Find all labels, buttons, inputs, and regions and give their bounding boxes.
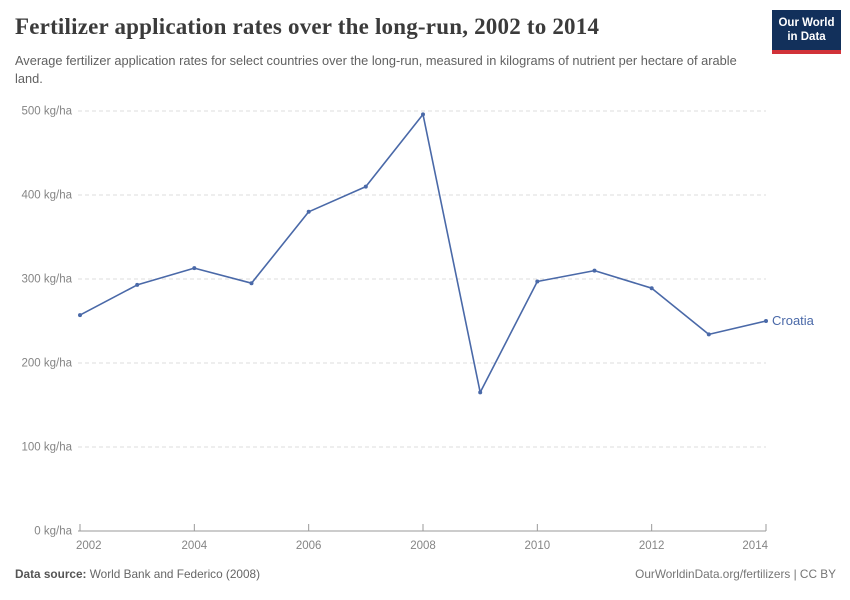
data-source-value: World Bank and Federico (2008) — [89, 567, 261, 581]
data-point — [706, 332, 711, 337]
data-point — [535, 279, 540, 284]
data-point — [306, 209, 311, 214]
y-tick-label: 0 kg/ha — [34, 526, 72, 538]
data-source-label: Data source: — [15, 567, 87, 581]
y-tick-label: 100 kg/ha — [21, 442, 72, 454]
logo-line-1: Our World — [778, 17, 835, 29]
chart-footer: Data source: World Bank and Federico (20… — [15, 567, 836, 581]
x-tick-label: 2004 — [182, 540, 208, 552]
chart-subtitle: Average fertilizer application rates for… — [15, 53, 737, 87]
x-tick-label: 2002 — [76, 540, 102, 552]
data-point — [764, 319, 768, 323]
footer-attribution: OurWorldinData.org/fertilizers | CC BY — [635, 567, 836, 581]
logo-line-2: in Data — [787, 31, 826, 44]
data-point — [649, 286, 654, 291]
y-tick-label: 200 kg/ha — [21, 358, 72, 370]
x-tick-label: 2008 — [410, 540, 436, 552]
y-tick-label: 300 kg/ha — [21, 274, 72, 286]
data-point — [363, 184, 368, 189]
series-label: Croatia — [772, 313, 815, 328]
data-point — [421, 112, 425, 117]
data-point — [192, 266, 197, 271]
x-tick-label: 2006 — [296, 540, 322, 552]
owid-logo: Our World in Data — [772, 10, 841, 54]
x-tick-label: 2010 — [525, 540, 551, 552]
y-tick-label: 400 kg/ha — [21, 190, 72, 202]
x-tick-label: 2012 — [639, 540, 665, 552]
x-tick-label: 2014 — [742, 540, 768, 552]
data-point — [249, 281, 254, 286]
data-point — [592, 268, 597, 273]
y-tick-label: 500 kg/ha — [21, 106, 72, 118]
data-line — [79, 113, 767, 394]
data-source: Data source: World Bank and Federico (20… — [15, 567, 260, 581]
data-point — [78, 313, 82, 318]
chart-title: Fertilizer application rates over the lo… — [15, 14, 600, 39]
data-point — [135, 282, 140, 287]
data-point — [478, 390, 483, 395]
